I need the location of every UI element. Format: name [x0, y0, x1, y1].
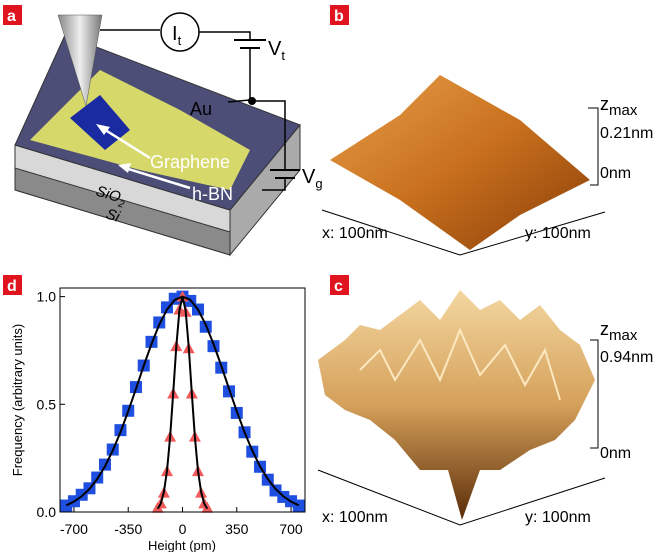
surface [330, 75, 590, 250]
data-point [292, 499, 305, 512]
y-extent: y: 100nm [525, 509, 591, 526]
wire [262, 178, 286, 191]
fit-line [65, 295, 300, 507]
ridges [359, 327, 561, 401]
x-tick-label: 350 [225, 521, 249, 537]
panel-label: a [7, 8, 16, 25]
arrow [101, 126, 151, 160]
wire [252, 100, 286, 170]
base-axes [321, 209, 606, 256]
z-scale [588, 107, 599, 186]
z-label: zmax [600, 94, 638, 119]
x-tick-label: 0 [179, 521, 187, 537]
histogram-chart: Frequency (arbitrary units) Height (pm) … [10, 287, 306, 552]
schematic: It Vt Vg Au Graphene h-BN SiO2 Si [14, 12, 323, 257]
topography-b: zmax 0.21nm 0nm x: 100nm y: 100nm [321, 75, 653, 256]
y-tick-label: 0.0 [37, 504, 57, 520]
z-scale [590, 339, 599, 449]
z-label: zmax [600, 319, 638, 344]
substrate-label: Si [104, 206, 122, 226]
panel-badge [330, 275, 349, 295]
tip-voltage-label: Vt [268, 38, 285, 63]
arrowhead [118, 163, 131, 173]
x-tick-label: -700 [60, 521, 88, 537]
x-tick-label: -350 [114, 521, 142, 537]
panel-badge [3, 5, 22, 25]
graphene-label: Graphene [150, 152, 230, 172]
electrode-label: Au [190, 99, 212, 119]
base-axes [317, 469, 606, 526]
panel-badge [330, 5, 349, 25]
x-tick-label: 700 [279, 521, 303, 537]
current-label: It [172, 23, 182, 48]
gate-voltage-label: Vg [302, 166, 323, 191]
y-axis-label: Frequency (arbitrary units) [10, 324, 25, 476]
wire [199, 31, 251, 40]
z-min: 0nm [600, 445, 631, 462]
panel-label: b [334, 8, 344, 25]
x-extent: x: 100nm [322, 225, 388, 242]
wire [227, 48, 251, 103]
x-axis-label: Height (pm) [148, 538, 216, 552]
z-min: 0nm [600, 165, 631, 182]
panel-label: d [7, 278, 17, 295]
surface [318, 290, 595, 520]
hbn-label: h-BN [192, 184, 233, 204]
z-max: 0.94nm [600, 349, 653, 366]
x-extent: x: 100nm [322, 509, 388, 526]
y-extent: y: 100nm [525, 225, 591, 242]
fit-line [156, 296, 209, 510]
topography-c: zmax 0.94nm 0nm x: 100nm y: 100nm [317, 290, 653, 526]
arrowhead [96, 124, 110, 135]
oxide-label: SiO2 [93, 183, 129, 211]
panel-label: c [334, 278, 343, 295]
panel-badge [3, 275, 22, 295]
arrow [124, 166, 191, 190]
y-tick-label: 0.5 [37, 396, 57, 412]
y-tick-label: 1.0 [37, 289, 57, 305]
z-max: 0.21nm [600, 125, 653, 142]
stm-tip [57, 14, 103, 107]
